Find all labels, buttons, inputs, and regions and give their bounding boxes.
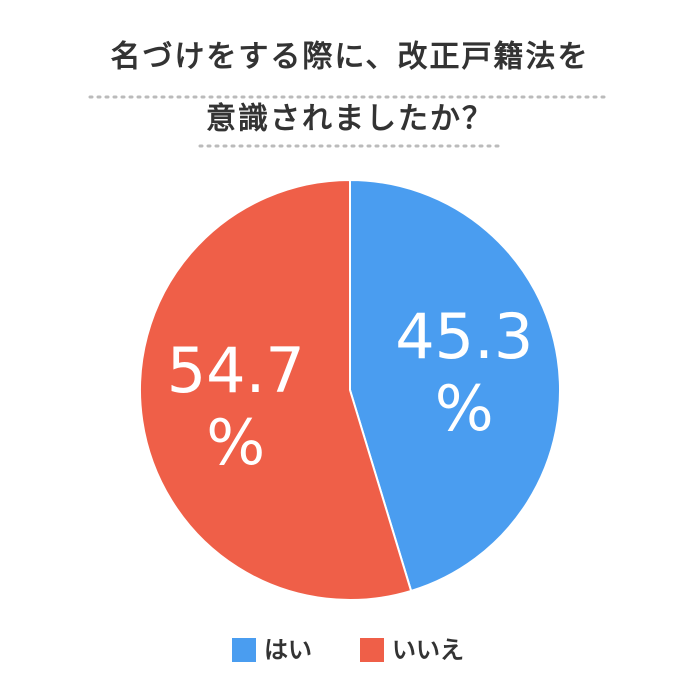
chart-title: 意識されましたか？ (206, 102, 494, 137)
legend: はい いいえ (232, 636, 464, 664)
pie-slice (349, 178, 561, 593)
legend-swatch (360, 638, 384, 662)
legend-label: はい (264, 636, 312, 664)
legend-label: いいえ (392, 636, 464, 664)
value-label: 45.3% (395, 300, 533, 445)
chart-title: 名づけをする際に、改正戸籍法を (110, 40, 589, 75)
pie-slice (139, 178, 413, 601)
value-label: 54.7% (167, 334, 305, 479)
labels: 45.3 % 54.7% (167, 300, 534, 479)
pie (139, 178, 561, 601)
legend-swatch (232, 638, 256, 662)
